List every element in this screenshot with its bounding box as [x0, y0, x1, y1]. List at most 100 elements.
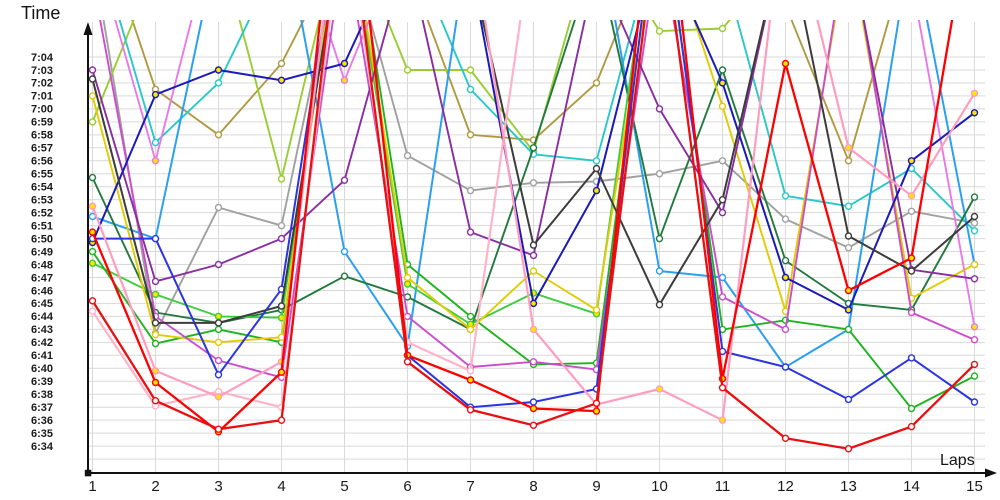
data-point-navy-lap12[interactable] — [781, 273, 790, 282]
data-point-purple-lap10[interactable] — [655, 105, 664, 113]
data-point-green-yellowdot-lap3[interactable] — [214, 312, 223, 321]
data-point-purple-lap5[interactable] — [340, 176, 349, 184]
data-point-sky-blue-lap5[interactable] — [340, 247, 349, 256]
data-point-violet-lap15[interactable] — [970, 323, 979, 331]
data-point-green-lap7[interactable] — [466, 312, 475, 321]
data-point-magenta-lap3[interactable] — [214, 356, 223, 365]
data-point-light-pink-yellowdot-lap14[interactable] — [907, 192, 916, 200]
data-point-red-lap7[interactable] — [466, 406, 475, 414]
data-point-red-lap9[interactable] — [592, 399, 601, 407]
data-point-yellow-green-lap4[interactable] — [277, 175, 286, 183]
data-point-dark-khaki-lap3[interactable] — [214, 131, 223, 139]
data-point-purple-lap8[interactable] — [529, 251, 538, 260]
data-point-blue-lap8[interactable] — [529, 398, 538, 406]
data-point-yellow-green-lap10[interactable] — [655, 27, 664, 35]
data-point-green-yellowdot-lap6[interactable] — [403, 280, 412, 288]
data-point-magenta-lap12[interactable] — [781, 325, 790, 334]
data-point-light-pink-yellowdot-lap13[interactable] — [844, 144, 853, 152]
data-point-red-lap4[interactable] — [277, 416, 286, 424]
data-point-green-lap14[interactable] — [907, 404, 916, 413]
data-point-black-lap1[interactable] — [88, 75, 97, 83]
data-point-blue-lap2[interactable] — [151, 234, 160, 243]
data-point-magenta-lap11[interactable] — [718, 293, 727, 301]
data-point-dark-khaki-lap9[interactable] — [592, 79, 601, 87]
data-point-navy-lap13[interactable] — [844, 306, 853, 314]
data-point-dark-green-lap11[interactable] — [718, 66, 727, 74]
data-point-gray-lap15[interactable] — [970, 219, 979, 227]
data-point-green-lap2[interactable] — [151, 339, 160, 348]
data-point-cyan-lap2[interactable] — [151, 138, 160, 147]
data-point-pink-lap7[interactable] — [466, 367, 475, 375]
data-point-red-yellowdot-lap14[interactable] — [907, 254, 916, 262]
data-point-dark-green-lap12[interactable] — [781, 256, 790, 265]
data-point-black-lap4[interactable] — [277, 302, 286, 310]
data-point-dark-green-lap15[interactable] — [970, 193, 979, 201]
data-point-gray-lap11[interactable] — [718, 157, 727, 165]
data-point-red-lap15[interactable] — [970, 360, 979, 369]
data-point-magenta-lap6[interactable] — [403, 312, 412, 321]
data-point-green-lap3[interactable] — [214, 325, 223, 334]
data-point-purple-lap7[interactable] — [466, 228, 475, 236]
data-point-green-yellowdot-lap2[interactable] — [151, 290, 160, 299]
data-point-yellow-green-lap11[interactable] — [718, 24, 727, 33]
data-point-light-pink-yellowdot-lap15[interactable] — [970, 89, 979, 98]
data-point-dark-green-lap10[interactable] — [655, 234, 664, 243]
data-point-red-lap2[interactable] — [151, 397, 160, 405]
data-point-magenta-lap8[interactable] — [529, 358, 538, 366]
data-point-yellow-lap9[interactable] — [592, 306, 601, 314]
data-point-yellow-lap2[interactable] — [151, 330, 160, 339]
data-point-gray-lap3[interactable] — [214, 203, 223, 212]
data-point-light-pink-yellowdot-lap3[interactable] — [214, 393, 223, 401]
data-point-green-lap13[interactable] — [844, 325, 853, 334]
data-point-yellow-lap15[interactable] — [970, 260, 979, 269]
data-point-black-lap2[interactable] — [151, 319, 160, 327]
data-point-red-lap11[interactable] — [718, 384, 727, 392]
data-point-green-lap1[interactable] — [88, 247, 97, 256]
data-point-black-lap8[interactable] — [529, 241, 538, 249]
data-point-yellow-green-lap6[interactable] — [403, 66, 412, 74]
data-point-cyan-lap13[interactable] — [844, 202, 853, 210]
data-point-yellow-lap11[interactable] — [718, 102, 727, 111]
data-point-light-pink-yellowdot-lap8[interactable] — [529, 325, 538, 334]
data-point-violet-lap2[interactable] — [151, 157, 160, 165]
data-point-navy-lap3[interactable] — [214, 66, 223, 74]
data-point-red-lap1[interactable] — [88, 297, 97, 305]
data-point-purple-lap11[interactable] — [718, 208, 727, 217]
data-point-yellow-green-lap7[interactable] — [466, 66, 475, 74]
data-point-navy-lap15[interactable] — [970, 109, 979, 117]
data-point-light-pink-yellowdot-lap2[interactable] — [151, 367, 160, 375]
data-point-light-pink-yellowdot-lap10[interactable] — [655, 385, 664, 393]
data-point-green-lap15[interactable] — [970, 372, 979, 380]
data-point-dark-green-lap5[interactable] — [340, 272, 349, 280]
data-point-gray-lap13[interactable] — [844, 243, 853, 252]
data-point-dark-green-lap8[interactable] — [529, 144, 538, 152]
data-point-violet-lap5[interactable] — [340, 76, 349, 85]
data-point-yellow-lap7[interactable] — [466, 325, 475, 334]
data-point-navy-lap14[interactable] — [907, 157, 916, 165]
data-point-blue-lap3[interactable] — [214, 371, 223, 379]
data-point-purple-lap15[interactable] — [970, 275, 979, 283]
data-point-black-lap10[interactable] — [655, 301, 664, 309]
data-point-red-lap13[interactable] — [844, 445, 853, 453]
data-point-navy-lap8[interactable] — [529, 299, 538, 308]
data-point-dark-green-lap1[interactable] — [88, 173, 97, 182]
data-point-red-yellowdot-lap1[interactable] — [88, 228, 97, 236]
data-point-gray-lap10[interactable] — [655, 169, 664, 178]
data-point-purple-lap4[interactable] — [277, 234, 286, 243]
data-point-gray-lap4[interactable] — [277, 221, 286, 230]
data-point-purple-lap2[interactable] — [151, 277, 160, 286]
data-point-magenta-lap15[interactable] — [970, 336, 979, 344]
data-point-light-pink-yellowdot-lap1[interactable] — [88, 202, 97, 210]
data-point-yellow-lap8[interactable] — [529, 267, 538, 275]
data-point-navy-lap2[interactable] — [151, 90, 160, 99]
data-point-gray-lap14[interactable] — [907, 207, 916, 216]
data-point-cyan-lap12[interactable] — [781, 192, 790, 200]
data-point-red-yellowdot-lap13[interactable] — [844, 286, 853, 295]
data-point-blue-lap15[interactable] — [970, 398, 979, 406]
data-point-gray-lap12[interactable] — [781, 215, 790, 223]
data-point-navy-lap9[interactable] — [592, 186, 601, 195]
data-point-red-lap14[interactable] — [907, 422, 916, 431]
data-point-red-lap6[interactable] — [403, 358, 412, 366]
data-point-yellow-lap6[interactable] — [403, 273, 412, 282]
data-point-red-lap8[interactable] — [529, 421, 538, 429]
